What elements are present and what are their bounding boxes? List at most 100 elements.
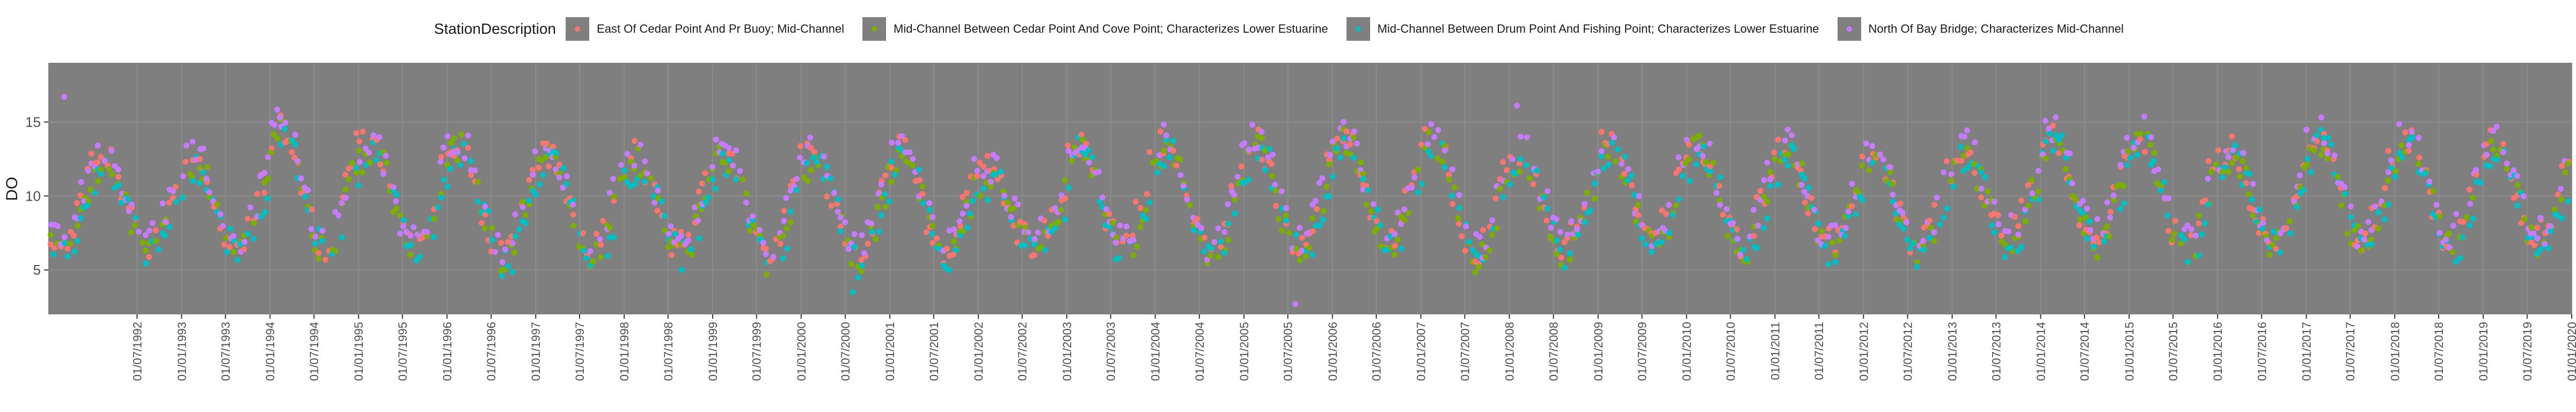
x-tick-label: 01/07/2017 [2344, 322, 2357, 381]
data-point-series-2 [1523, 162, 1529, 168]
data-point-series-3 [532, 148, 538, 154]
data-point-series-3 [2511, 167, 2517, 173]
data-point-series-0 [166, 200, 172, 206]
data-point-series-2 [532, 192, 539, 198]
data-point-series-2 [2514, 203, 2521, 209]
data-point-series-1 [2490, 146, 2497, 153]
x-tick-label: 01/01/2020 [2565, 322, 2576, 381]
x-tick-label: 01/01/2001 [883, 322, 897, 381]
data-point-series-1 [1368, 208, 1374, 215]
data-point-series-0 [858, 256, 865, 263]
data-point-series-0 [1201, 234, 1208, 241]
data-point-series-2 [156, 246, 162, 253]
data-point-series-3 [2022, 207, 2028, 213]
data-point-series-2 [485, 208, 492, 214]
x-tick-label: 01/01/2019 [2477, 322, 2490, 381]
data-point-series-2 [1606, 161, 1612, 168]
data-point-series-1 [131, 222, 138, 229]
data-point-series-0 [1558, 254, 1564, 261]
data-point-series-2 [50, 251, 57, 258]
data-point-series-3 [2080, 197, 2087, 204]
data-point-series-2 [1860, 197, 1866, 203]
data-point-series-2 [2232, 142, 2238, 149]
data-point-series-2 [2117, 206, 2124, 212]
data-point-series-3 [1015, 201, 1021, 208]
data-point-series-0 [2402, 129, 2409, 136]
data-point-series-3 [1877, 151, 1883, 158]
data-point-series-3 [1842, 225, 1849, 231]
data-point-series-0 [888, 165, 895, 171]
data-point-series-2 [1022, 242, 1028, 248]
data-point-series-2 [1201, 248, 1208, 255]
data-point-series-2 [98, 171, 104, 177]
data-point-series-1 [1832, 252, 1839, 258]
data-point-series-3 [553, 166, 559, 173]
data-point-series-0 [811, 149, 817, 155]
legend-label-3: North Of Bay Bridge; Characterizes Mid-C… [1868, 22, 2124, 35]
data-point-series-2 [2052, 133, 2059, 139]
data-point-series-2 [2036, 196, 2042, 203]
data-point-series-2 [2222, 164, 2228, 171]
data-point-series-1 [1079, 136, 1086, 143]
data-point-series-3 [794, 175, 800, 182]
data-point-series-1 [1133, 244, 1140, 250]
data-point-series-3 [2542, 241, 2548, 247]
data-point-series-1 [1635, 202, 1641, 208]
x-tick-label: 01/01/2018 [2388, 322, 2402, 381]
data-point-series-3 [1764, 159, 1770, 166]
y-axis: 5 10 15 [25, 114, 48, 278]
data-point-series-2 [1744, 256, 1750, 262]
data-point-series-2 [2422, 170, 2428, 176]
data-point-series-2 [2134, 152, 2140, 158]
data-point-series-2 [879, 212, 884, 218]
data-point-series-1 [611, 193, 617, 200]
data-point-series-1 [1306, 245, 1312, 251]
data-point-series-2 [1221, 249, 1227, 256]
x-tick-label: 01/07/2019 [2521, 322, 2534, 381]
data-point-series-0 [346, 165, 352, 172]
data-point-series-3 [2331, 152, 2338, 159]
data-point-series-0 [1978, 194, 1984, 201]
data-point-series-1 [689, 252, 695, 258]
data-point-series-0 [1675, 166, 1682, 173]
data-point-series-2 [720, 150, 726, 157]
data-point-series-3 [2094, 216, 2101, 222]
data-point-series-3 [1761, 177, 1767, 183]
data-point-series-2 [1341, 135, 1347, 142]
data-point-series-2 [447, 166, 453, 172]
data-point-series-1 [2029, 177, 2035, 183]
data-point-series-2 [1587, 207, 1594, 214]
data-point-series-3 [455, 149, 461, 155]
data-point-series-1 [2269, 242, 2275, 248]
x-tick-label: 01/07/2010 [1724, 322, 1737, 381]
data-point-series-1 [1441, 143, 1448, 149]
data-point-series-0 [1392, 242, 1398, 249]
data-point-series-0 [984, 153, 991, 159]
data-point-series-3 [2104, 199, 2110, 205]
data-point-series-3 [440, 144, 447, 151]
data-point-series-0 [1314, 206, 1320, 212]
data-point-series-0 [1998, 232, 2004, 239]
data-point-series-2 [2124, 162, 2130, 168]
data-point-series-2 [984, 197, 991, 203]
data-point-series-2 [1317, 222, 1323, 229]
data-point-series-0 [77, 192, 84, 198]
data-point-series-1 [2515, 182, 2521, 188]
data-point-series-3 [2148, 134, 2154, 141]
data-point-series-0 [1218, 244, 1224, 250]
data-point-series-3 [1319, 175, 1326, 181]
data-point-notable [61, 94, 68, 100]
data-point-series-2 [2368, 241, 2375, 247]
data-point-series-2 [678, 267, 685, 273]
data-point-series-0 [316, 250, 321, 256]
data-point-series-2 [1815, 220, 1821, 227]
data-point-series-1 [1999, 238, 2005, 245]
data-point-series-1 [784, 225, 790, 232]
data-point-series-2 [1161, 163, 1167, 169]
data-point-series-1 [454, 157, 460, 164]
data-point-series-3 [1730, 220, 1736, 226]
data-point-series-2 [1658, 239, 1665, 245]
data-point-series-0 [377, 161, 384, 167]
data-point-series-2 [641, 178, 648, 185]
data-point-series-2 [1717, 174, 1723, 181]
